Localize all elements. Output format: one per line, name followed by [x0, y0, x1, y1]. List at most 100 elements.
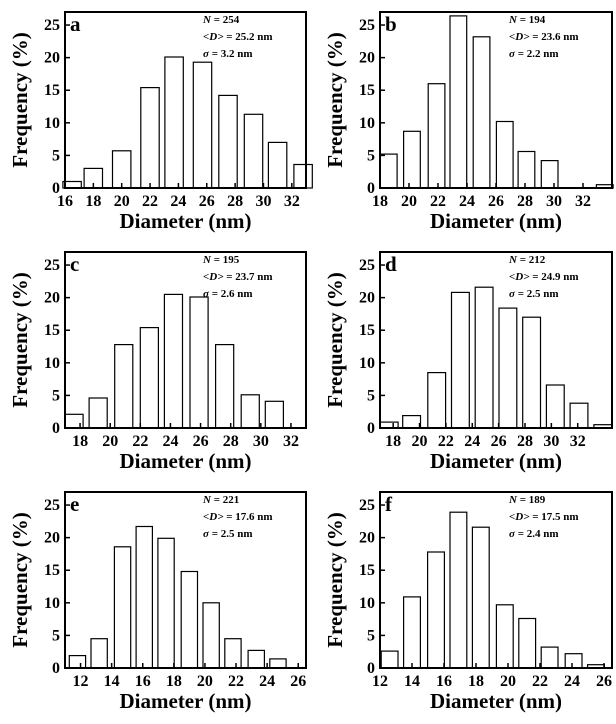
y-tick-label: 5 [52, 147, 60, 164]
bar [164, 56, 184, 189]
y-tick-label: 15 [44, 562, 60, 579]
x-tick-label: 22 [228, 673, 244, 690]
y-tick-label: 0 [52, 180, 60, 197]
x-tick-label: 30 [253, 433, 269, 450]
x-tick-label: 22 [142, 193, 158, 210]
x-tick-label: 18 [166, 673, 182, 690]
bar [68, 654, 87, 669]
x-tick-label: 24 [259, 673, 275, 690]
y-tick-label: 25 [359, 497, 375, 514]
stat-sigma: σ = 2.2 nm [509, 48, 559, 60]
panel-e: 0 5 10 15 20 25 12 14 16 18 20 22 24 26 Diameter (nm) F… [8, 491, 307, 713]
bar [522, 316, 542, 429]
y-tick-label: 15 [359, 82, 375, 99]
x-tick-label: 14 [404, 673, 420, 690]
panel-letter: e [70, 492, 79, 516]
y-axis-label: Frequency (%) [8, 272, 32, 408]
plot-frame [64, 251, 307, 429]
panel-c: 0 5 10 15 20 25 18 20 22 24 26 28 30 32 Diameter (nm) F… [8, 251, 307, 473]
x-tick-label: 22 [132, 433, 148, 450]
x-tick-label: 26 [488, 193, 504, 210]
x-tick-label: 20 [114, 193, 130, 210]
x-tick-label: 20 [102, 433, 118, 450]
bar [518, 617, 537, 669]
y-tick-label: 15 [44, 322, 60, 339]
stat-sigma: σ = 3.2 nm [203, 48, 253, 60]
x-tick-label: 30 [543, 433, 559, 450]
x-tick-label: 20 [500, 673, 516, 690]
y-tick-label: 0 [367, 660, 375, 677]
y-tick-label: 10 [359, 595, 375, 612]
plot-frame [379, 491, 613, 669]
x-tick-label: 16 [436, 673, 452, 690]
x-axis-label: Diameter (nm) [430, 449, 562, 473]
x-tick-label: 18 [85, 193, 101, 210]
y-tick-label: 0 [52, 660, 60, 677]
x-tick-label: 24 [564, 673, 580, 690]
stat-mean-diameter: <D> = 17.5 nm [509, 511, 579, 523]
y-tick-label: 5 [52, 627, 60, 644]
plot-frame [64, 11, 307, 189]
y-axis-label: Frequency (%) [8, 512, 32, 648]
bar [471, 526, 490, 669]
y-tick-label: 20 [359, 290, 375, 307]
x-axis-label: Diameter (nm) [430, 209, 562, 233]
y-tick-label: 25 [359, 257, 375, 274]
y-axis-label: Frequency (%) [323, 272, 347, 408]
bar [267, 141, 288, 189]
panel-letter: c [70, 252, 79, 276]
x-axis-label: Diameter (nm) [120, 449, 252, 473]
stat-n: N = 195 [202, 254, 240, 266]
bar [495, 604, 514, 669]
x-axis-label: Diameter (nm) [120, 209, 252, 233]
bar [192, 61, 213, 189]
bar [139, 327, 160, 429]
stat-sigma: σ = 2.4 nm [509, 528, 559, 540]
bar [215, 344, 235, 429]
stat-n: N = 194 [508, 14, 546, 26]
y-tick-label: 5 [367, 147, 375, 164]
x-tick-label: 26 [193, 433, 209, 450]
panel-letter: a [70, 12, 81, 36]
bar [569, 402, 589, 429]
x-tick-label: 18 [72, 433, 88, 450]
x-tick-label: 26 [199, 193, 215, 210]
bar [379, 153, 398, 189]
y-tick-label: 25 [44, 17, 60, 34]
x-tick-label: 16 [57, 193, 73, 210]
x-tick-label: 16 [135, 673, 151, 690]
y-tick-label: 10 [44, 355, 60, 372]
x-tick-label: 30 [546, 193, 562, 210]
x-tick-label: 14 [104, 673, 120, 690]
bar [140, 86, 160, 189]
bar [189, 296, 209, 429]
bar [540, 160, 559, 189]
x-tick-label: 12 [372, 673, 388, 690]
x-tick-label: 26 [491, 433, 507, 450]
stat-mean-diameter: <D> = 23.7 nm [203, 271, 273, 283]
y-tick-label: 20 [44, 50, 60, 67]
stat-mean-diameter: <D> = 17.6 nm [203, 511, 273, 523]
y-tick-label: 20 [44, 290, 60, 307]
bar [218, 94, 238, 189]
bar [247, 649, 266, 669]
y-tick-label: 5 [367, 387, 375, 404]
plot-frame [379, 251, 613, 429]
panel-letter: f [385, 492, 393, 516]
x-tick-label: 22 [438, 433, 454, 450]
x-tick-label: 20 [401, 193, 417, 210]
y-tick-label: 15 [359, 322, 375, 339]
y-axis-label: Frequency (%) [8, 32, 32, 168]
x-tick-label: 28 [517, 193, 533, 210]
stat-sigma: σ = 2.5 nm [509, 288, 559, 300]
stat-sigma: σ = 2.6 nm [203, 288, 253, 300]
stat-sigma: σ = 2.5 nm [203, 528, 253, 540]
x-tick-label: 22 [532, 673, 548, 690]
y-tick-label: 10 [44, 595, 60, 612]
bar [545, 384, 565, 429]
x-axis-label: Diameter (nm) [430, 689, 562, 713]
bar [240, 394, 260, 429]
stat-n: N = 254 [202, 14, 240, 26]
x-tick-label: 24 [459, 193, 475, 210]
